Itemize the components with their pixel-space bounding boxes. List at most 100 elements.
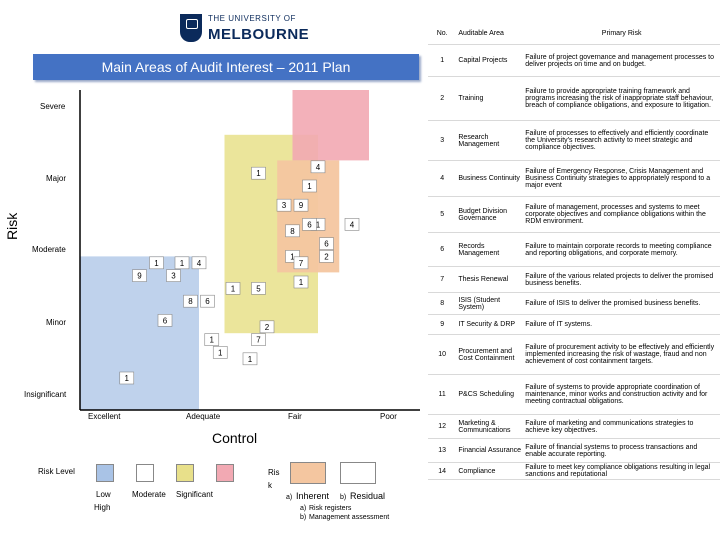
legend-label-moderate: Moderate xyxy=(132,490,166,499)
data-point: 8 xyxy=(285,224,300,238)
data-point: 9 xyxy=(132,269,147,282)
data-point: 9 xyxy=(293,198,309,212)
chart-title: Main Areas of Audit Interest – 2011 Plan xyxy=(33,54,419,80)
cell-no: 10 xyxy=(428,334,457,375)
cell-risk: Failure of project governance and manage… xyxy=(523,44,720,77)
cell-area: P&CS Scheduling xyxy=(456,374,524,415)
data-point-box xyxy=(302,179,317,193)
data-point-box xyxy=(119,371,135,385)
data-point-box xyxy=(166,269,181,282)
data-point-label: 9 xyxy=(137,272,142,281)
data-point: 6 xyxy=(302,218,317,231)
legend-risk-word-2: k xyxy=(268,481,272,490)
data-point-box xyxy=(225,282,241,295)
data-point-label: 1 xyxy=(307,182,312,191)
table-row: 8 ISIS (Student System) Failure of ISIS to… xyxy=(428,292,720,315)
data-point: 3 xyxy=(166,269,181,282)
cell-no: 7 xyxy=(428,266,457,293)
cell-no: 11 xyxy=(428,374,457,415)
data-point: 1 xyxy=(149,256,164,270)
legend-swatch-moderate xyxy=(136,464,154,482)
logo-line1: THE UNIVERSITY OF xyxy=(208,14,296,23)
table-row: 10 Procurement and Cost Containment Failur… xyxy=(428,334,720,375)
data-point: 8 xyxy=(183,294,198,308)
table-row: 2 Training Failure to provide appropriate … xyxy=(428,76,720,121)
y-level-insignificant: Insignificant xyxy=(24,390,67,399)
y-level-severe: Severe xyxy=(40,102,66,111)
data-point-label: 5 xyxy=(256,284,261,293)
data-point-label: 6 xyxy=(163,316,168,325)
data-point-label: 2 xyxy=(324,252,329,261)
table-row: 12 Marketing & Communications Failure of m… xyxy=(428,414,720,439)
cell-no: 9 xyxy=(428,314,457,335)
data-point: 1 xyxy=(119,371,135,385)
table-row: 14 Compliance Failure to meet key complian… xyxy=(428,462,720,480)
data-point-label: 1 xyxy=(316,220,321,229)
table-row: 5 Budget Division Governance Failure of ma… xyxy=(428,196,720,233)
legend-residual-label: Residual xyxy=(350,491,386,501)
data-point-box xyxy=(302,218,317,231)
data-point-label: 1 xyxy=(290,252,295,261)
data-point-box xyxy=(157,314,173,327)
cell-risk: Failure of the various related projects … xyxy=(523,266,720,293)
data-point-box xyxy=(242,352,258,366)
data-point-box xyxy=(344,218,360,231)
cell-no: 13 xyxy=(428,438,457,463)
data-point: 5 xyxy=(251,282,266,295)
data-point-label: 4 xyxy=(197,259,202,268)
data-point: 4 xyxy=(344,218,360,231)
data-point-label: 4 xyxy=(350,220,355,229)
cell-area: Procurement and Cost Containment xyxy=(456,334,524,375)
cell-risk: Failure to maintain corporate records to… xyxy=(523,232,720,267)
cell-risk: Failure of IT systems. xyxy=(523,314,720,335)
cell-area: Research Management xyxy=(456,120,524,161)
header-risk: Primary Risk xyxy=(523,22,720,45)
cell-risk: Failure of systems to provide appropriat… xyxy=(523,374,720,415)
cell-risk: Failure of ISIS to deliver the promised … xyxy=(523,292,720,315)
data-point-box xyxy=(310,160,326,174)
data-point: 1 xyxy=(174,256,190,270)
logo-line2: MELBOURNE xyxy=(208,26,310,43)
cell-no: 4 xyxy=(428,160,457,197)
data-point: 1 xyxy=(251,166,266,180)
data-point-box xyxy=(293,256,309,270)
data-point-label: 1 xyxy=(210,336,215,345)
risk-zones xyxy=(80,90,369,410)
data-point-label: 1 xyxy=(125,374,130,383)
data-point-label: 1 xyxy=(154,259,159,268)
data-point-label: 1 xyxy=(256,169,261,178)
table-row: 11 P&CS Scheduling Failure of systems to p… xyxy=(428,374,720,415)
cell-risk: Failure to provide appropriate training … xyxy=(523,76,720,121)
data-point-label: 1 xyxy=(180,259,185,268)
x-level-poor: Poor xyxy=(380,412,397,421)
cell-risk: Failure of Emergency Response, Crisis Ma… xyxy=(523,160,720,197)
data-point-box xyxy=(259,320,275,334)
header-area: Auditable Area xyxy=(456,22,524,45)
data-point-label: 1 xyxy=(218,348,223,357)
cell-area: Business Continuity xyxy=(456,160,524,197)
cell-area: Compliance xyxy=(456,462,524,480)
data-point-label: 7 xyxy=(256,336,261,345)
table-row: 9 IT Security & DRP Failure of IT systems. xyxy=(428,314,720,335)
cell-risk: Failure of procurement activity to be ef… xyxy=(523,334,720,375)
cell-risk: Failure of financial systems to process … xyxy=(523,438,720,463)
data-point-label: 9 xyxy=(299,201,304,210)
cell-no: 6 xyxy=(428,232,457,267)
data-point-label: 1 xyxy=(231,284,236,293)
data-point-box xyxy=(212,346,228,359)
cell-no: 8 xyxy=(428,292,457,315)
y-level-minor: Minor xyxy=(46,318,67,327)
cell-risk: Failure of marketing and communications … xyxy=(523,414,720,439)
data-point: 2 xyxy=(319,250,334,263)
table-body: 1 Capital Projects Failure of project gove… xyxy=(428,44,720,480)
data-point-label: 6 xyxy=(205,297,210,306)
cell-area: Training xyxy=(456,76,524,121)
y-axis-title: Risk xyxy=(4,212,20,240)
data-point: 1 xyxy=(302,179,317,193)
legend-swatch-low xyxy=(96,464,114,482)
x-axis-title: Control xyxy=(212,430,258,446)
table-row: 7 Thesis Renewal Failure of the various re… xyxy=(428,266,720,293)
cell-no: 5 xyxy=(428,196,457,233)
legend-risk-word-1: Ris xyxy=(268,468,280,477)
